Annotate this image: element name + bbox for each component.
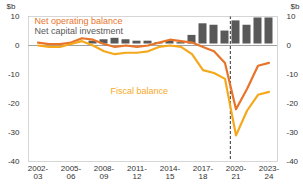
svg-text:2023-24: 2023-24 [259, 164, 280, 181]
svg-text:2017-18: 2017-18 [193, 164, 214, 181]
svg-text:2014-15: 2014-15 [160, 164, 181, 181]
svg-text:10: 10 [11, 12, 20, 21]
svg-text:0: 0 [287, 41, 292, 50]
svg-text:10: 10 [287, 12, 296, 21]
svg-text:-30: -30 [8, 128, 20, 137]
svg-text:-10: -10 [8, 70, 20, 79]
svg-text:0: 0 [15, 41, 20, 50]
svg-text:Net capital investment: Net capital investment [35, 26, 124, 36]
svg-text:$b: $b [291, 2, 300, 11]
svg-text:-30: -30 [287, 128, 299, 137]
svg-text:2002-03: 2002-03 [28, 164, 49, 181]
svg-text:2005-06: 2005-06 [61, 164, 82, 181]
svg-text:2011-12: 2011-12 [127, 164, 147, 181]
svg-text:Fiscal balance: Fiscal balance [111, 86, 169, 96]
svg-text:-40: -40 [8, 157, 20, 166]
svg-text:$b: $b [7, 2, 16, 11]
svg-text:-40: -40 [287, 157, 299, 166]
svg-text:-10: -10 [287, 70, 299, 79]
svg-text:-20: -20 [287, 99, 299, 108]
svg-text:2020-21: 2020-21 [226, 164, 247, 181]
svg-text:2008-09: 2008-09 [94, 164, 115, 181]
svg-text:Net operating balance: Net operating balance [35, 16, 123, 26]
svg-text:-20: -20 [8, 99, 20, 108]
